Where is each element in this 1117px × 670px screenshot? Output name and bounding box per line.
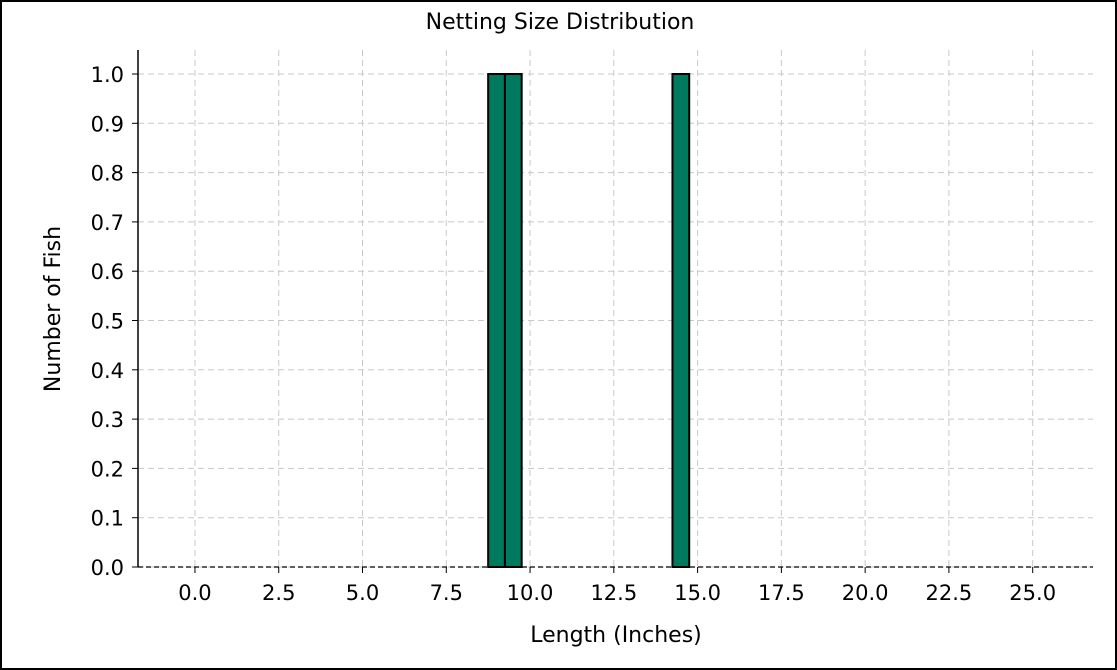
y-tick-label: 0.4 — [91, 359, 124, 383]
x-tick-label: 22.5 — [926, 581, 973, 605]
x-tick-label: 25.0 — [1009, 581, 1056, 605]
histogram-bar — [503, 73, 523, 568]
y-tick-label: 0.1 — [91, 507, 124, 531]
ticks-layer: 0.0 2.5 5.0 7.5 10.0 12.5 15.0 17.5 20.0 22.5 25.0… — [91, 63, 1056, 605]
y-tick-label: 0.7 — [91, 211, 124, 235]
y-tick-label: 1.0 — [91, 63, 124, 87]
x-tick-label: 20.0 — [842, 581, 889, 605]
y-tick-label: 0.2 — [91, 457, 124, 481]
y-tick-label: 0.9 — [91, 112, 124, 136]
x-tick-label: 15.0 — [674, 581, 721, 605]
x-tick-label: 17.5 — [758, 581, 805, 605]
y-tick-label: 0.6 — [91, 260, 124, 284]
grid-layer — [138, 50, 1093, 568]
x-tick-label: 7.5 — [430, 581, 463, 605]
chart-title: Netting Size Distribution — [426, 10, 695, 35]
bars-layer — [487, 73, 691, 568]
axes-layer — [132, 50, 1093, 573]
y-axis-title: Number of Fish — [41, 226, 66, 392]
histogram-bar — [487, 73, 506, 568]
x-tick-label: 5.0 — [346, 581, 379, 605]
x-tick-label: 12.5 — [590, 581, 637, 605]
x-axis-title: Length (Inches) — [530, 623, 702, 648]
x-tick-label: 2.5 — [262, 581, 295, 605]
x-tick-label: 10.0 — [507, 581, 554, 605]
x-tick-label: 0.0 — [178, 581, 211, 605]
y-tick-label: 0.0 — [91, 556, 124, 580]
y-tick-label: 0.3 — [91, 408, 124, 432]
histogram-bar — [671, 73, 691, 568]
y-tick-label: 0.8 — [91, 162, 124, 186]
y-tick-label: 0.5 — [91, 310, 124, 334]
